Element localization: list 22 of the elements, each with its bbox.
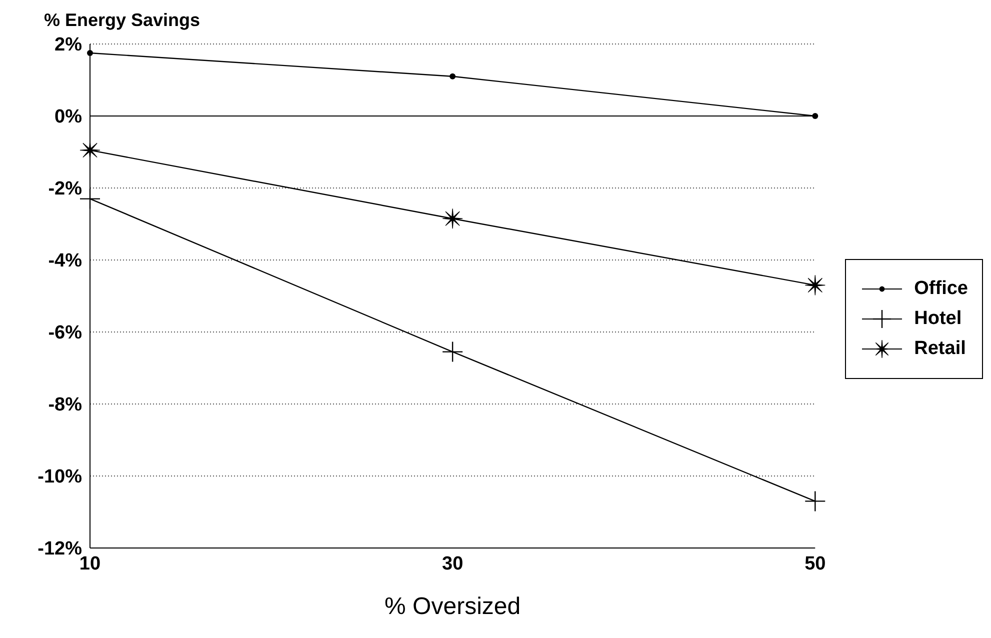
point (442, 341, 464, 362)
point (87, 50, 93, 56)
point (442, 208, 463, 229)
point (804, 274, 826, 296)
point (804, 490, 826, 512)
x-tick-label: 50 (804, 553, 826, 574)
legend-label: Office (914, 278, 968, 300)
y-tick-label: -6% (48, 322, 82, 344)
x-tick-label: 10 (79, 553, 101, 574)
y-axis-title: % Energy Savings (44, 10, 200, 31)
x-axis-title: % Oversized (384, 593, 521, 620)
y-tick-label: -2% (48, 178, 82, 200)
y-tick-label: -10% (38, 466, 82, 488)
x-tick-label: 30 (442, 553, 464, 574)
point (812, 113, 818, 119)
y-tick-label: -4% (48, 250, 82, 272)
y-tick-label: 2% (54, 34, 82, 56)
y-tick-label: 0% (54, 106, 82, 128)
legend-label: Hotel (914, 308, 962, 330)
point (450, 73, 456, 80)
y-tick-label: -8% (48, 394, 82, 416)
legend-label: Retail (914, 338, 966, 360)
